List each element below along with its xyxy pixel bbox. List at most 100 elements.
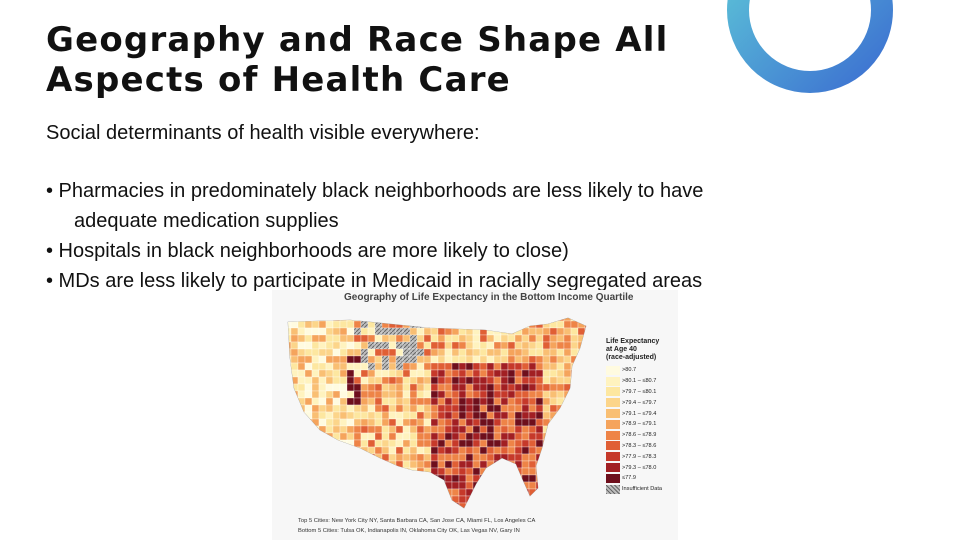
county-cell [507, 460, 516, 469]
county-cell [367, 502, 376, 508]
county-cell [346, 439, 355, 448]
county-cell [388, 341, 397, 350]
county-cell [288, 425, 292, 434]
county-cell [288, 467, 292, 476]
county-cell [388, 334, 397, 343]
county-cell [311, 362, 320, 371]
legend-label: ≤77.9 [622, 475, 636, 482]
county-cell [325, 362, 334, 371]
county-cell [528, 446, 537, 455]
county-cell [333, 510, 340, 514]
county-cell [374, 418, 383, 427]
county-cell [409, 383, 418, 392]
county-cell [542, 376, 551, 385]
county-cell [458, 460, 467, 469]
county-cell [402, 397, 411, 406]
county-cell [577, 369, 586, 378]
county-cell [577, 390, 586, 399]
county-cell [577, 439, 586, 448]
county-cell [451, 327, 460, 336]
county-cell [367, 390, 376, 399]
county-cell [535, 318, 544, 322]
county-cell [374, 348, 383, 357]
county-cell [465, 481, 474, 490]
county-cell [288, 318, 292, 322]
county-cell [437, 390, 446, 399]
county-cell [332, 453, 341, 462]
county-cell [297, 334, 306, 343]
county-cell [360, 390, 369, 399]
county-cell [311, 481, 320, 490]
county-cell [465, 341, 474, 350]
county-cell [297, 376, 306, 385]
county-cell [563, 318, 572, 322]
county-cell [430, 446, 439, 455]
county-cell [444, 439, 453, 448]
county-cell [458, 439, 467, 448]
county-cell [451, 355, 460, 364]
county-cell [493, 460, 502, 469]
county-cell [288, 446, 292, 455]
county-cell [423, 369, 432, 378]
us-county-map [287, 317, 587, 514]
county-cell [325, 446, 334, 455]
county-cell [549, 453, 558, 462]
county-cell [353, 404, 362, 413]
county-cell [535, 327, 544, 336]
county-cell [500, 341, 509, 350]
county-cell [416, 327, 425, 336]
county-cell [430, 502, 439, 508]
county-cell [410, 510, 417, 514]
county-cell [353, 334, 362, 343]
county-cell [381, 376, 390, 385]
county-cell [437, 376, 446, 385]
county-cell [318, 446, 327, 455]
legend-swatch [606, 430, 620, 440]
county-cell [500, 318, 509, 322]
county-cell [388, 502, 397, 508]
county-cell [395, 334, 404, 343]
county-cell [549, 474, 558, 483]
county-cell [584, 418, 586, 427]
county-cell [528, 439, 537, 448]
county-cell [297, 411, 306, 420]
county-cell [571, 510, 578, 514]
county-cell [423, 404, 432, 413]
county-cell [367, 341, 376, 350]
county-cell [318, 460, 327, 469]
county-cell [500, 418, 509, 427]
county-cell [374, 460, 383, 469]
county-cell [577, 488, 586, 497]
county-cell [437, 460, 446, 469]
county-cell [542, 481, 551, 490]
county-cell [395, 318, 404, 322]
county-cell [318, 418, 327, 427]
county-cell [297, 348, 306, 357]
county-cell [339, 327, 348, 336]
county-cell [528, 467, 537, 476]
county-cell [437, 502, 446, 508]
county-cell [444, 355, 453, 364]
county-cell [577, 320, 586, 329]
county-cell [437, 404, 446, 413]
county-cell [563, 474, 572, 483]
county-cell [570, 467, 579, 476]
county-cell [465, 418, 474, 427]
county-cell [318, 467, 327, 476]
county-cell [451, 334, 460, 343]
county-cell [479, 460, 488, 469]
county-cell [423, 341, 432, 350]
county-cell [493, 502, 502, 508]
county-cell [479, 318, 488, 322]
county-cell [353, 411, 362, 420]
county-cell [360, 502, 369, 508]
county-cell [458, 411, 467, 420]
county-cell [570, 369, 579, 378]
county-cell [577, 318, 586, 322]
county-cell [381, 446, 390, 455]
county-cell [409, 502, 418, 508]
county-cell [451, 369, 460, 378]
county-cell [556, 355, 565, 364]
county-cell [360, 418, 369, 427]
county-cell [563, 355, 572, 364]
